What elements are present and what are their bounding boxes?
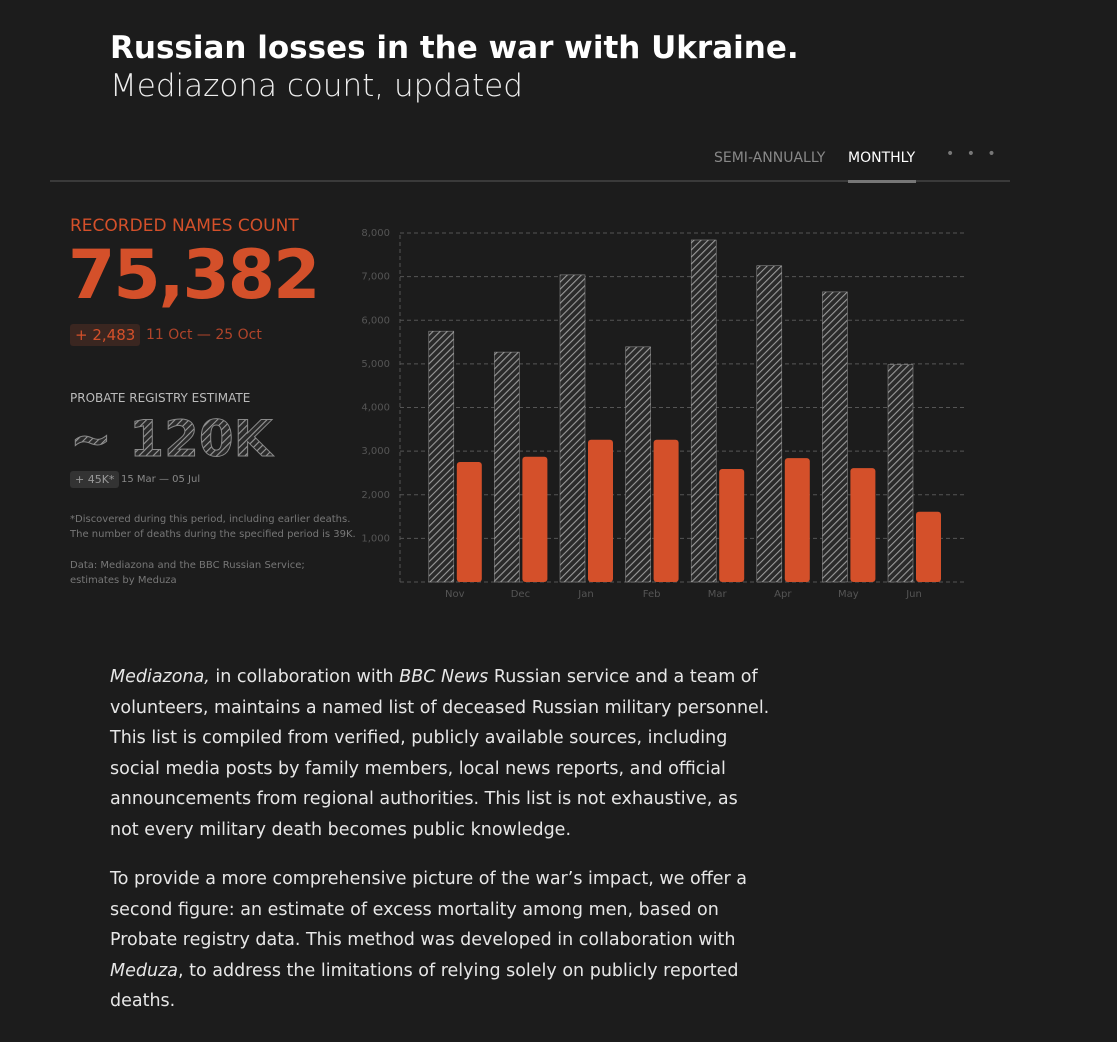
bar xyxy=(887,364,914,583)
title: Russian losses in the war with Ukraine. xyxy=(110,30,799,66)
source: Data: Mediazona and the BBC Russian Serv… xyxy=(70,558,305,588)
recorded-delta: + 2,483 xyxy=(70,324,141,346)
recorded-label: RECORDED NAMES COUNT xyxy=(70,216,299,236)
subtitle: Mediazona count, updated xyxy=(110,68,523,104)
emphasis: Meduza xyxy=(110,960,178,981)
y-tick-label: 3,000 xyxy=(361,446,390,457)
bar xyxy=(850,468,876,582)
paragraph: Mediazona, in collaboration with BBC New… xyxy=(110,662,770,846)
y-tick-label: 5,000 xyxy=(361,359,390,370)
bar xyxy=(719,469,745,582)
text: To provide a more comprehensive picture … xyxy=(110,869,747,951)
x-tick-label: Nov xyxy=(445,589,465,600)
x-tick-label: Apr xyxy=(774,589,792,600)
tab-underline xyxy=(848,180,916,183)
source-line: estimates by Meduza xyxy=(70,575,177,586)
x-tick-label: Jan xyxy=(577,589,593,600)
x-tick-label: Mar xyxy=(708,589,728,600)
footnote-line: The number of deaths during the specifie… xyxy=(70,529,356,540)
emphasis: Mediazona, xyxy=(110,667,210,687)
x-tick-label: May xyxy=(838,589,859,600)
y-tick-label: 2,000 xyxy=(361,490,390,501)
tab[interactable]: SEMI-ANNUALLY xyxy=(714,150,826,166)
bar xyxy=(428,330,455,583)
bar xyxy=(822,291,848,583)
x-tick-label: Feb xyxy=(643,589,661,600)
bar xyxy=(494,351,520,583)
estimate-delta: + 45K* xyxy=(70,471,120,488)
bar xyxy=(522,456,548,582)
bar xyxy=(916,511,941,582)
recorded-value: 75,382 xyxy=(68,236,320,315)
tab[interactable]: MONTHLY xyxy=(848,150,916,166)
emphasis: BBC News xyxy=(399,667,489,687)
y-tick-label: 6,000 xyxy=(361,315,390,326)
source-line: Data: Mediazona and the BBC Russian Serv… xyxy=(70,560,305,571)
y-tick-label: 8,000 xyxy=(361,228,390,239)
bar xyxy=(559,274,586,583)
bar xyxy=(690,239,717,583)
footnote: *Discovered during this period, includin… xyxy=(70,512,356,542)
y-tick-label: 7,000 xyxy=(361,272,390,283)
paragraph: To provide a more comprehensive picture … xyxy=(110,864,770,1017)
y-tick-label: 4,000 xyxy=(361,403,390,414)
text: in collaboration with xyxy=(209,667,400,687)
divider xyxy=(50,180,1010,182)
estimate-value: ~ 120K xyxy=(70,410,275,468)
recorded-period: 11 Oct — 25 Oct xyxy=(146,327,262,343)
estimate-period: 15 Mar — 05 Jul xyxy=(121,474,201,485)
chart: ~ 120K 1,000 2,000 3,000 4,000 5,000 6,000 7,0… xyxy=(70,228,965,600)
bar xyxy=(784,458,810,582)
y-tick-label: 1,000 xyxy=(361,533,390,544)
bar xyxy=(456,462,482,582)
estimate-label: PROBATE REGISTRY ESTIMATE xyxy=(70,391,251,405)
bar xyxy=(653,439,679,582)
x-tick-label: Jun xyxy=(905,589,922,600)
bar xyxy=(588,439,613,582)
text: , to address the limitations of relying … xyxy=(110,960,739,1012)
footnote-line: *Discovered during this period, includin… xyxy=(70,514,351,525)
bar xyxy=(756,265,783,583)
text: Russian service and a team of volunteers… xyxy=(110,667,770,840)
more-menu[interactable]: • • • xyxy=(946,146,1000,162)
x-tick-label: Dec xyxy=(511,589,530,600)
bar xyxy=(625,346,651,583)
